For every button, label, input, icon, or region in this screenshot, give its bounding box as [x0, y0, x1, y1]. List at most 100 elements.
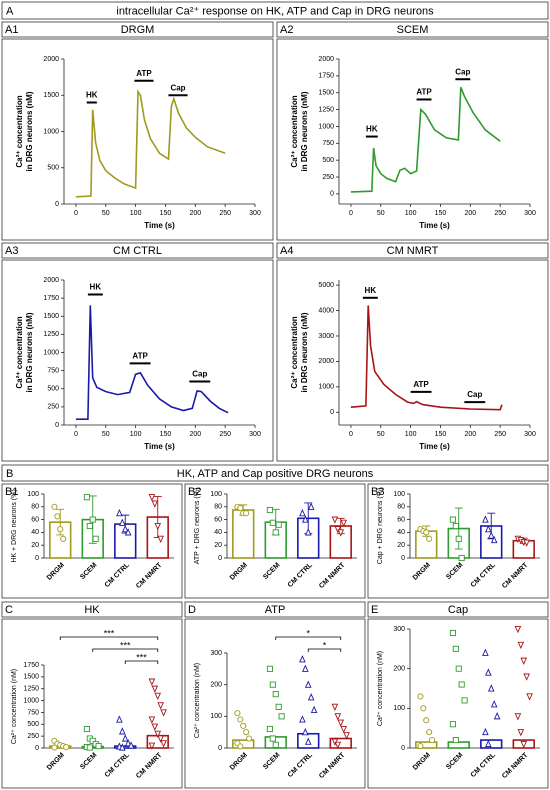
y-tick-label: 0	[330, 409, 334, 416]
section-label: A	[6, 5, 14, 17]
x-tick-label: 200	[189, 431, 201, 438]
point	[243, 729, 250, 736]
significance-bracket	[124, 660, 159, 664]
x-tick-label: 150	[160, 431, 172, 438]
y-tick-label: 40	[397, 529, 405, 536]
y-axis-label: Cap + DRG neurons (%)	[377, 488, 384, 564]
point	[237, 716, 244, 723]
panel-label: A1	[5, 24, 18, 36]
point	[423, 529, 430, 536]
point	[246, 735, 253, 742]
y-tick-label: 100	[27, 491, 39, 498]
point	[278, 713, 285, 720]
point	[154, 522, 162, 531]
panel-frame	[367, 618, 549, 789]
y-tick-label: 750	[27, 709, 39, 716]
x-tick-label: 200	[189, 210, 201, 217]
x-tick-label: 100	[405, 431, 417, 438]
x-tick-label: DRGM	[412, 562, 432, 582]
x-tick-label: 0	[349, 210, 353, 217]
y-tick-label: 500	[322, 157, 334, 164]
point	[299, 508, 306, 517]
y-tick-label: 1000	[43, 349, 59, 356]
point	[523, 539, 530, 547]
significance-bracket	[92, 648, 159, 652]
y-tick-label: 20	[31, 542, 39, 549]
point	[269, 681, 276, 688]
x-tick-label: SCEM	[79, 752, 98, 771]
point	[334, 713, 342, 721]
y-tick-label: 1750	[43, 295, 59, 302]
point	[458, 681, 465, 688]
y-tick-label: 20	[397, 542, 405, 549]
panel-frame	[1, 483, 183, 599]
x-tick-label: 50	[377, 210, 385, 217]
point	[426, 535, 433, 542]
significance-label: *	[323, 640, 327, 650]
panel-label: B3	[371, 486, 384, 498]
point	[51, 744, 58, 751]
stimulus-label: HK	[90, 283, 102, 292]
x-tick-label: CM NMRT	[318, 751, 347, 780]
point	[331, 703, 339, 712]
y-tick-label: 40	[214, 529, 222, 536]
point	[526, 693, 533, 701]
point	[157, 535, 164, 544]
x-tick-label: 300	[524, 210, 536, 217]
point	[237, 505, 244, 512]
y-tick-label: 0	[35, 745, 39, 752]
point	[523, 673, 530, 681]
x-tick-label: DRGM	[46, 562, 66, 582]
panel-title: Cap	[448, 604, 468, 616]
point	[334, 741, 342, 750]
bar	[297, 732, 320, 749]
panel-frame	[367, 483, 549, 599]
panel-label: D	[188, 604, 196, 616]
x-tick-label: DRGM	[46, 752, 66, 772]
point	[160, 709, 167, 717]
section-title: HK, ATP and Cap positive DRG neurons	[177, 468, 374, 480]
trace	[350, 87, 501, 193]
y-tick-label: 2000	[43, 277, 59, 284]
point	[83, 725, 90, 733]
x-tick-label: 50	[377, 431, 385, 438]
y-tick-label: 750	[47, 367, 59, 374]
x-tick-label: CM CTRL	[287, 751, 315, 779]
y-tick-label: 750	[322, 140, 334, 147]
point	[482, 727, 489, 736]
x-tick-label: 300	[249, 431, 261, 438]
y-tick-label: 0	[401, 745, 405, 752]
x-tick-label: CM NMRT	[318, 561, 347, 590]
point	[151, 723, 159, 731]
stimulus-label: Cap	[455, 67, 470, 76]
point	[449, 516, 456, 523]
point	[487, 684, 495, 692]
panel-title: DRGM	[121, 24, 155, 36]
stimulus-label: ATP	[416, 88, 432, 97]
y-tick-label: 2000	[318, 358, 334, 365]
panel-title: SCEM	[397, 24, 429, 36]
point	[514, 713, 522, 721]
point	[452, 522, 459, 530]
point	[243, 510, 250, 517]
point	[266, 665, 273, 672]
panel-label: C	[5, 604, 13, 616]
x-tick-label: 200	[464, 431, 476, 438]
stimulus-label: HK	[365, 286, 377, 295]
point	[127, 741, 135, 749]
section-title: intracellular Ca²⁺ response on HK, ATP a…	[116, 5, 434, 17]
point	[83, 494, 90, 501]
panel-header	[1, 242, 274, 259]
point	[148, 494, 156, 502]
y-tick-label: 1750	[23, 662, 39, 669]
trace	[75, 88, 226, 198]
trace	[75, 305, 229, 420]
point	[119, 518, 126, 526]
stimulus-label: Cap	[170, 83, 185, 92]
point	[423, 717, 430, 724]
stimulus-label: ATP	[413, 380, 429, 389]
point	[487, 531, 495, 539]
y-tick-label: 200	[210, 682, 222, 689]
trace	[350, 305, 503, 411]
x-tick-label: 150	[160, 210, 172, 217]
